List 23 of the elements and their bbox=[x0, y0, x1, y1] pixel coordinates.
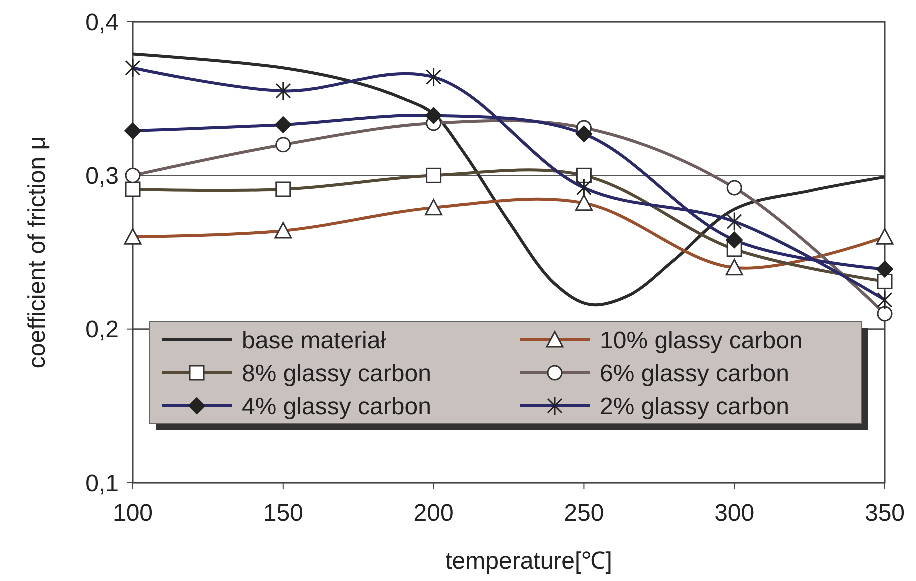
x-tick-label: 350 bbox=[864, 500, 906, 527]
y-tick-label: 0,3 bbox=[86, 163, 119, 190]
legend-label: 4% glassy carbon bbox=[242, 393, 432, 420]
point bbox=[276, 182, 292, 198]
legend-label: 8% glassy carbon bbox=[242, 360, 432, 388]
y-axis-title: coefficient of friction μ bbox=[24, 136, 51, 369]
x-tick-label: 300 bbox=[714, 500, 755, 527]
legend-label: 10% glassy carbon bbox=[600, 327, 803, 354]
y-tick-label: 0,2 bbox=[86, 316, 119, 344]
y-tick-label: 0,1 bbox=[86, 470, 119, 498]
point bbox=[426, 168, 442, 184]
y-tick-label: 0,4 bbox=[86, 9, 119, 36]
legend-label: base materiał bbox=[242, 327, 387, 354]
x-axis-title: temperature[℃] bbox=[446, 548, 612, 575]
point bbox=[576, 168, 592, 184]
x-tick-label: 200 bbox=[414, 500, 454, 527]
x-tick-label: 150 bbox=[263, 500, 304, 527]
legend-label: 2% glassy carbon bbox=[600, 393, 790, 420]
point bbox=[125, 182, 141, 198]
point bbox=[877, 274, 893, 290]
x-tick-label: 100 bbox=[112, 500, 154, 527]
legend-label: 6% glassy carbon bbox=[600, 360, 790, 388]
x-tick-label: 250 bbox=[564, 500, 604, 527]
